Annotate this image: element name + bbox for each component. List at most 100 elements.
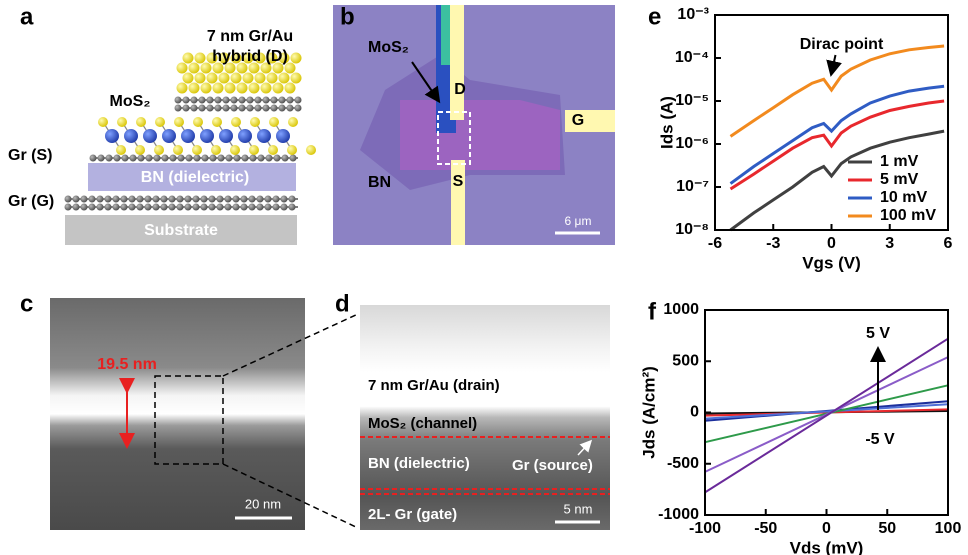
atom — [250, 155, 257, 162]
atom — [279, 105, 286, 112]
atom — [105, 204, 112, 211]
atom — [154, 145, 164, 155]
atom — [225, 204, 232, 211]
atom — [289, 196, 296, 203]
legend-label: 5 mV — [880, 171, 919, 188]
x-tick-label: -6 — [708, 235, 722, 252]
atom — [98, 117, 108, 127]
atom — [143, 129, 157, 143]
atom — [175, 97, 182, 104]
atom — [145, 204, 152, 211]
gr-s-label: Gr (S) — [8, 147, 52, 164]
atom — [97, 196, 104, 203]
atom — [89, 204, 96, 211]
atom — [242, 155, 249, 162]
atom — [191, 105, 198, 112]
annotation: -5 V — [865, 431, 895, 448]
atom — [73, 196, 80, 203]
atom — [223, 105, 230, 112]
atom — [121, 196, 128, 203]
atom — [225, 83, 236, 94]
y-tick-label: 0 — [690, 404, 699, 421]
atom — [153, 196, 160, 203]
atom — [90, 155, 97, 162]
atom — [113, 196, 120, 203]
atom — [273, 83, 284, 94]
atom — [213, 83, 224, 94]
x-tick-label: 100 — [935, 520, 962, 537]
atom — [192, 145, 202, 155]
x-tick-label: 6 — [944, 235, 953, 252]
atom — [291, 73, 302, 84]
panel-label: c — [20, 290, 33, 317]
atom — [271, 105, 278, 112]
atom — [193, 196, 200, 203]
atom — [185, 204, 192, 211]
atom — [89, 196, 96, 203]
atom — [249, 196, 256, 203]
atom — [225, 196, 232, 203]
atom — [170, 155, 177, 162]
atom — [295, 105, 302, 112]
scale-label: 6 μm — [565, 214, 592, 228]
atom — [137, 204, 144, 211]
atom — [273, 204, 280, 211]
atom — [65, 196, 72, 203]
atom — [177, 204, 184, 211]
atom — [186, 155, 193, 162]
atom — [129, 204, 136, 211]
substrate-label: Substrate — [144, 222, 218, 239]
annotation: Dirac point — [800, 36, 884, 53]
atom — [234, 155, 241, 162]
atom — [257, 196, 264, 203]
atom — [279, 73, 290, 84]
y-tick-label: -1000 — [658, 506, 699, 523]
panel-label: d — [335, 290, 350, 317]
atom — [290, 155, 297, 162]
atom — [202, 155, 209, 162]
panel-c: c 19.5 nm 20 nm — [20, 290, 358, 530]
annotation: 5 V — [866, 325, 890, 342]
atom — [199, 105, 206, 112]
atom — [287, 105, 294, 112]
atom — [162, 155, 169, 162]
atom — [136, 117, 146, 127]
atom — [162, 129, 176, 143]
atom — [274, 155, 281, 162]
atom — [255, 105, 262, 112]
atom — [306, 145, 316, 155]
y-tick-label: 10⁻⁵ — [675, 92, 709, 109]
atom — [200, 129, 214, 143]
mos2-label: MoS₂ — [110, 93, 151, 110]
atom — [263, 97, 270, 104]
atom — [189, 63, 200, 74]
atom — [135, 145, 145, 155]
scale-label: 5 nm — [564, 501, 593, 516]
au-label: hybrid (D) — [212, 48, 288, 65]
y-axis-title: Jds (A/cm²) — [639, 366, 658, 459]
x-axis-title: Vds (mV) — [790, 538, 864, 555]
y-tick-label: 500 — [672, 352, 699, 369]
atom — [177, 83, 188, 94]
atom — [105, 196, 112, 203]
atom — [201, 63, 212, 74]
atom — [218, 155, 225, 162]
atom — [207, 97, 214, 104]
atom — [207, 105, 214, 112]
atom — [217, 204, 224, 211]
atom — [209, 204, 216, 211]
atom — [146, 155, 153, 162]
x-tick-label: -3 — [766, 235, 780, 252]
atom — [285, 83, 296, 94]
atom — [137, 196, 144, 203]
atom — [223, 97, 230, 104]
panel-d: d 7 nm Gr/Au (drain) MoS₂ (channel) BN (… — [335, 290, 610, 530]
atom — [226, 155, 233, 162]
atom — [268, 145, 278, 155]
atom — [175, 105, 182, 112]
atom — [174, 117, 184, 127]
x-tick-label: 50 — [878, 520, 896, 537]
atom — [155, 117, 165, 127]
atom — [269, 117, 279, 127]
